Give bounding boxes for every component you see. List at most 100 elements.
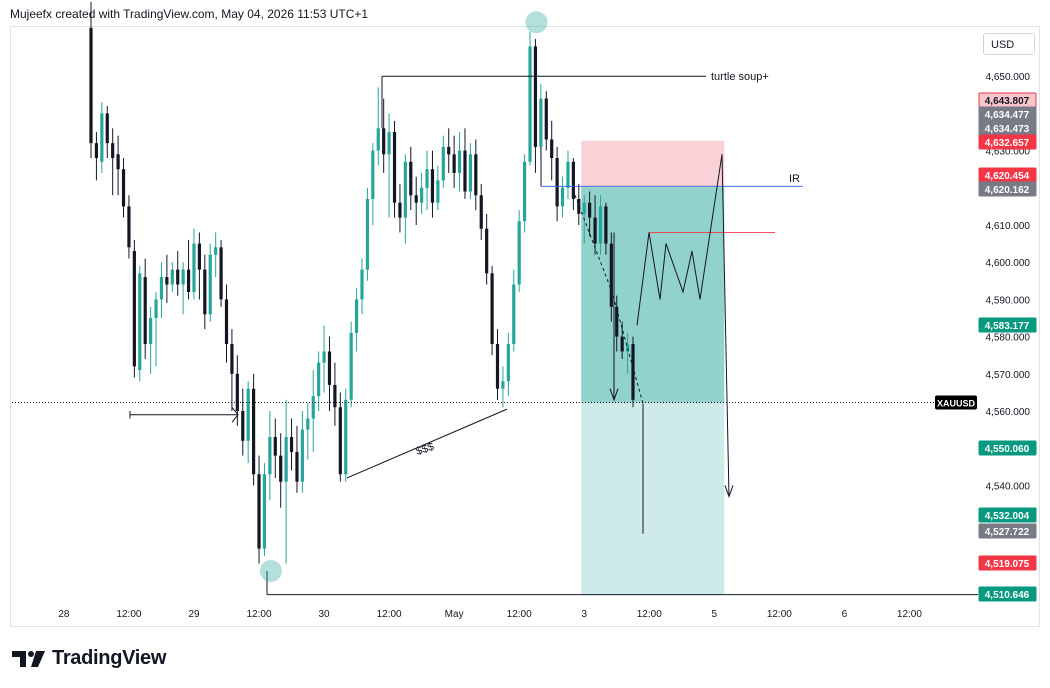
symbol-label: XAUUSD <box>937 398 976 408</box>
candle-body <box>252 388 256 475</box>
liquidity-arrow-head <box>231 406 239 423</box>
candle-body <box>382 128 386 155</box>
candle-body <box>306 418 310 430</box>
annotation-label: turtle soup+ <box>711 71 769 83</box>
candle-body <box>577 198 581 214</box>
tradingview-wordmark: TradingView <box>52 647 167 669</box>
price-label: 4,510.646 <box>985 590 1030 601</box>
candle-body <box>409 161 413 196</box>
candle-body <box>224 299 229 345</box>
candle-body <box>344 399 348 475</box>
y-tick-label: 4,570.000 <box>986 370 1031 381</box>
tradingview-logo[interactable]: TradingView <box>12 647 166 670</box>
candle-body <box>273 437 277 456</box>
candle-body <box>615 306 619 337</box>
candle-body <box>495 344 500 389</box>
candle-body <box>609 243 613 307</box>
y-tick-label: 4,560.000 <box>986 407 1031 418</box>
price-label: 4,527.722 <box>985 527 1030 538</box>
candle-body <box>338 407 342 475</box>
price-label: 4,634.477 <box>985 110 1030 121</box>
candle-body <box>457 150 462 173</box>
candle-body <box>371 150 375 199</box>
price-label: 4,620.162 <box>985 185 1030 196</box>
candle-body <box>186 269 191 292</box>
candle-body <box>365 198 370 270</box>
candle-body <box>468 154 472 192</box>
candle-body <box>452 154 456 173</box>
price-label: 4,550.060 <box>985 444 1030 455</box>
candle-body <box>398 202 402 218</box>
candle-body <box>533 46 538 147</box>
candle-body <box>506 344 510 382</box>
price-label-bg <box>978 523 1037 539</box>
x-tick-label: 12:00 <box>116 609 141 620</box>
x-tick-label: 6 <box>842 609 848 620</box>
candle-body <box>620 336 624 352</box>
candle-body <box>517 221 521 285</box>
price-label-bg <box>978 134 1037 150</box>
chart-attribution: Mujeefx created with TradingView.com, Ma… <box>10 7 369 21</box>
price-label-bg <box>978 586 1037 602</box>
candle-body <box>414 195 418 203</box>
candle-body <box>490 273 494 345</box>
x-tick-label: 12:00 <box>507 609 532 620</box>
annotation-label: $$$ <box>414 441 435 458</box>
x-tick-label: 12:00 <box>247 609 272 620</box>
y-tick-label: 4,610.000 <box>986 221 1031 232</box>
candle-body <box>631 344 635 400</box>
candle-body <box>116 154 120 170</box>
symbol-label-bg <box>935 395 977 410</box>
price-label: 4,632.657 <box>985 138 1030 149</box>
y-tick-label: 4,630.000 <box>986 147 1031 158</box>
candle-body <box>138 273 142 371</box>
x-tick-label: 12:00 <box>897 609 922 620</box>
annotation-label: IR <box>789 173 800 185</box>
candle-body <box>132 251 136 367</box>
candle-body <box>257 474 261 549</box>
y-tick-label: 4,650.000 <box>986 72 1031 83</box>
candle-body <box>436 180 440 203</box>
currency-button[interactable]: USD <box>983 33 1035 55</box>
candle-body <box>598 206 603 244</box>
candle-body <box>317 362 321 397</box>
projection-arrow-head <box>724 485 734 499</box>
candle-body <box>333 384 337 408</box>
candle-body <box>208 254 212 315</box>
candle-body <box>289 437 294 452</box>
candle-body <box>203 269 207 315</box>
candle-body <box>420 187 424 203</box>
candle-body <box>523 161 527 222</box>
time-axis-labels: 28 12:00 29 12:00 30 12:00 May 12:00 3 12:00 5 12:0… <box>58 609 922 620</box>
candle-body <box>235 373 239 411</box>
candle-body <box>192 243 196 292</box>
down-arrow-1-head <box>609 388 619 402</box>
candle-body <box>322 351 326 363</box>
candle-body <box>604 206 608 244</box>
x-tick-label: 5 <box>712 609 718 620</box>
candle-body <box>127 206 131 248</box>
price-label-bg <box>978 440 1037 456</box>
candle-body <box>625 344 630 352</box>
x-tick-label: 12:00 <box>767 609 792 620</box>
y-tick-label: 4,580.000 <box>986 333 1031 344</box>
candle-body <box>512 284 516 345</box>
candle-body <box>430 169 435 203</box>
candle-body <box>392 132 397 203</box>
candle-body <box>154 299 158 318</box>
candle-body <box>121 169 126 207</box>
candle-body <box>479 195 483 229</box>
drawings: turtle soup+ IR $$$ <box>12 11 978 596</box>
candle-body <box>463 150 467 192</box>
y-tick-label: 4,540.000 <box>986 481 1031 492</box>
price-label-bg <box>978 317 1037 333</box>
candle-body <box>539 98 543 147</box>
candle-body <box>425 169 429 188</box>
candle-body <box>593 217 597 244</box>
candle-body <box>376 128 380 151</box>
candle-body <box>501 381 505 389</box>
candle-body <box>588 202 592 218</box>
candle-body <box>262 474 267 549</box>
x-tick-label: 28 <box>58 609 70 620</box>
